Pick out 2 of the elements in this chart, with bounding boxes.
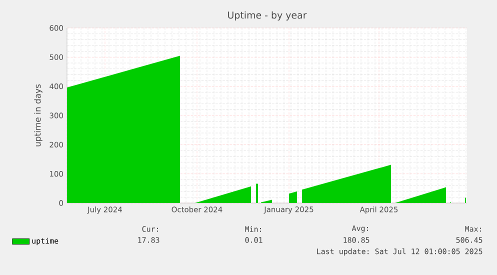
y-axis-title: uptime in days <box>34 84 42 146</box>
chart-title: Uptime - by year <box>228 11 307 21</box>
